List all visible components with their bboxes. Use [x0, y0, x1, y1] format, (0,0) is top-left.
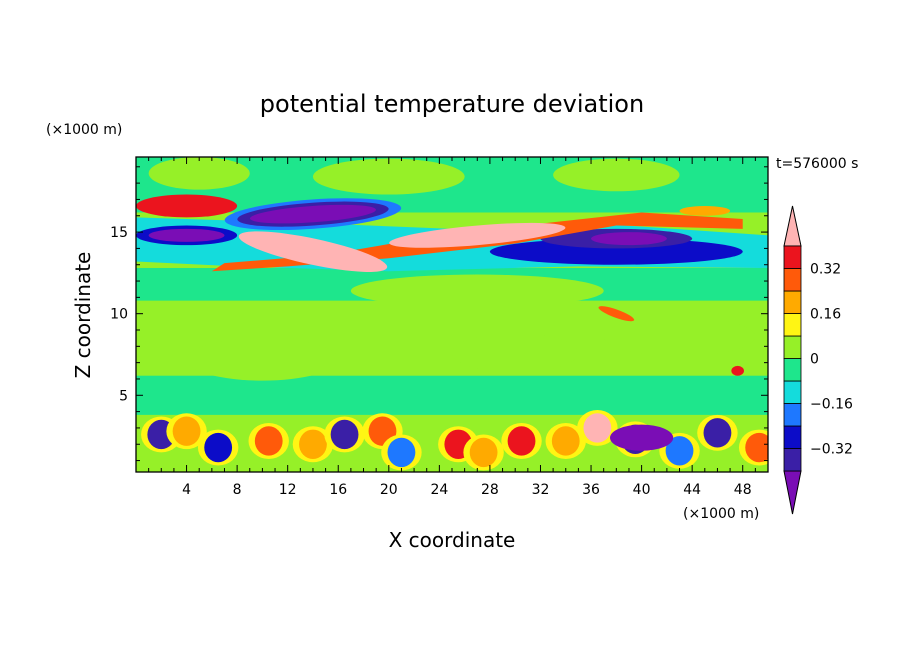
- colorbar-bin: [783, 313, 802, 337]
- contour-region: [136, 375, 768, 415]
- y-tick-label: 15: [110, 225, 128, 241]
- colorbar-bin: [783, 245, 802, 269]
- x-axis-label: X coordinate: [389, 528, 516, 552]
- x-tick-label: 44: [683, 482, 701, 498]
- contour-region: [249, 204, 377, 224]
- colorbar-bin: [783, 448, 802, 472]
- contour-region: [507, 426, 536, 456]
- colorbar-extend-low: [783, 470, 802, 515]
- contour-region: [312, 158, 465, 195]
- colorbar-extend-high: [783, 205, 802, 247]
- chart-title: potential temperature deviation: [260, 90, 644, 118]
- y-axis-label: Z coordinate: [71, 252, 95, 379]
- contour-region: [330, 419, 359, 450]
- colorbar-bin: [783, 335, 802, 359]
- colorbar-bin: [783, 268, 802, 292]
- heatmap-field: [136, 157, 768, 472]
- colorbar-tick-label: −0.32: [810, 442, 853, 458]
- contour-region: [703, 418, 732, 448]
- colorbar-tick-label: −0.16: [810, 397, 853, 413]
- colorbar-bin: [783, 290, 802, 314]
- contour-region: [551, 426, 580, 456]
- contour-region: [204, 432, 233, 463]
- y-tick-label: 5: [119, 388, 128, 404]
- x-tick-label: 24: [430, 482, 448, 498]
- contour-region: [186, 338, 339, 381]
- y-tick-label: 10: [110, 307, 128, 323]
- colorbar-bin: [783, 358, 802, 382]
- contour-region: [299, 429, 327, 459]
- x-tick-label: 48: [734, 482, 752, 498]
- contour-region: [238, 231, 388, 272]
- x-tick-label: 8: [233, 482, 242, 498]
- colorbar-bin: [783, 403, 802, 427]
- y-unit-label: (×1000 m): [46, 122, 122, 138]
- x-tick-label: 36: [582, 482, 600, 498]
- contour-region: [148, 228, 225, 242]
- contour-region: [591, 232, 667, 246]
- x-unit-label: (×1000 m): [683, 506, 759, 522]
- contour-region: [148, 157, 250, 190]
- colorbar-tick-label: 0.16: [810, 307, 841, 323]
- y-axis-ticks: 5 10 15: [110, 166, 768, 462]
- contour-region: [254, 426, 283, 456]
- contour-region: [679, 205, 731, 216]
- contour-region: [583, 413, 612, 443]
- colorbar-bin: [783, 380, 802, 404]
- contour-region: [610, 424, 674, 451]
- contour-region: [665, 436, 694, 466]
- contour-region: [489, 238, 743, 265]
- time-label: t=576000 s: [776, 156, 858, 172]
- contour-region: [350, 274, 604, 308]
- contour-region: [603, 316, 756, 357]
- contour-region: [745, 432, 768, 463]
- x-tick-label: 32: [532, 482, 550, 498]
- x-tick-label: 4: [182, 482, 191, 498]
- contour-region: [389, 222, 566, 248]
- colorbar-tick-label: 0.32: [810, 262, 841, 278]
- colorbar: 0.32 0.16 0 −0.16 −0.32: [783, 205, 853, 515]
- contour-region: [172, 416, 201, 446]
- colorbar-bin: [783, 425, 802, 449]
- x-tick-label: 40: [633, 482, 651, 498]
- contour-region: [553, 158, 680, 192]
- contour-region: [598, 306, 635, 322]
- x-tick-label: 16: [329, 482, 347, 498]
- contour-region: [469, 437, 498, 468]
- contour-region: [452, 333, 579, 373]
- contour-region: [731, 365, 744, 376]
- contour-region: [387, 437, 416, 468]
- x-axis-ticks: 4 8 12 16 20 24 28 32 36 40 44 48: [148, 157, 756, 498]
- contour-region: [136, 194, 238, 218]
- x-tick-label: 20: [380, 482, 398, 498]
- x-tick-label: 12: [279, 482, 297, 498]
- colorbar-tick-label: 0: [810, 352, 819, 368]
- x-tick-label: 28: [481, 482, 499, 498]
